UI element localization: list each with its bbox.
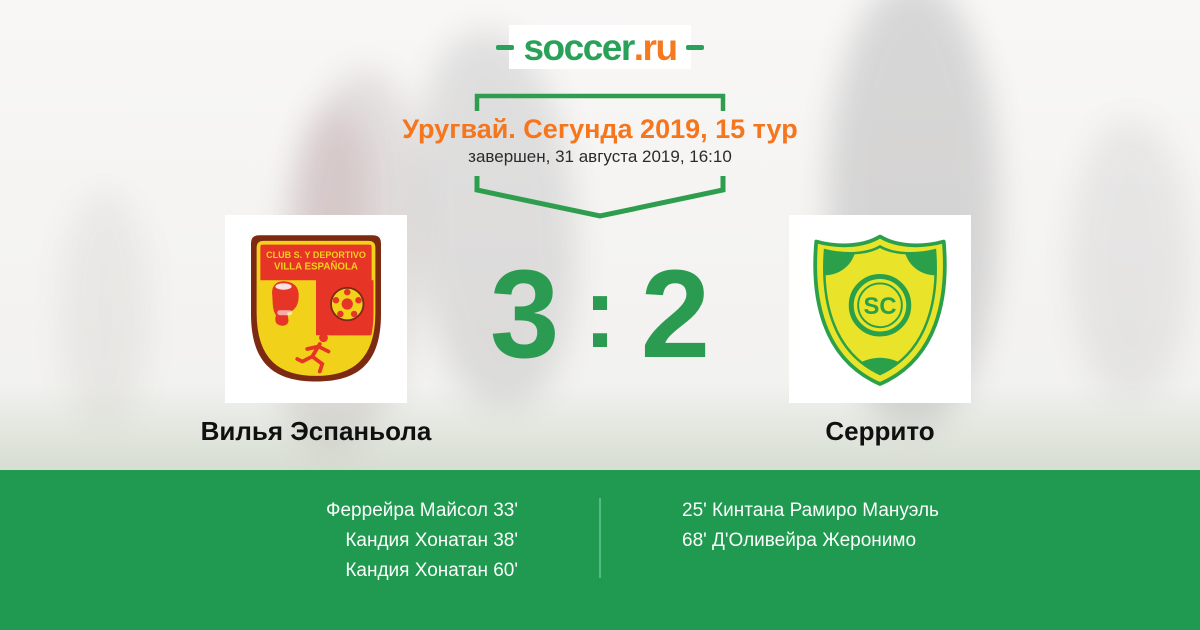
goal-event: Кандия Хонатан 60' — [345, 560, 518, 581]
goals-home-list: Феррейра Майсол 33' Кандия Хонатан 38' К… — [0, 496, 518, 586]
goals-away-list: 25' Кинтана Рамиро Мануэль 68' Д'Оливейр… — [682, 496, 1200, 586]
goal-event: Феррейра Майсол 33' — [326, 500, 518, 521]
away-team-crest: SC — [813, 234, 947, 386]
soccer-ball-icon — [330, 286, 365, 322]
site-logo-box: soccer .ru — [509, 25, 691, 69]
score-away: 2 — [640, 245, 711, 384]
events-divider-cell — [518, 496, 682, 586]
home-team-name: Вилья Эспаньола — [200, 416, 432, 446]
title-bracket-frame — [474, 93, 726, 219]
logo-dash-left-icon — [496, 44, 515, 50]
match-score: 3:2 — [0, 252, 1200, 377]
home-team-crest: CLUB S. Y DEPORTIVO VILLA ESPAÑOLA — [251, 235, 381, 382]
match-status: завершен, 31 августа 2019, 16:10 — [468, 147, 732, 166]
background-grass — [0, 385, 1200, 470]
away-team-card: SC — [789, 215, 971, 403]
monogram-rings — [848, 274, 912, 337]
home-team-card: CLUB S. Y DEPORTIVO VILLA ESPAÑOLA — [225, 215, 407, 403]
away-crest-monogram: SC — [864, 293, 897, 320]
logo-dash-right-icon — [685, 44, 704, 50]
score-separator: : — [583, 257, 617, 369]
score-home: 3 — [489, 245, 560, 384]
goal-event: Кандия Хонатан 38' — [345, 530, 518, 551]
boxing-glove-icon — [272, 281, 299, 326]
away-team-name: Серрито — [825, 416, 935, 446]
footer: Феррейра Майсол 33' Кандия Хонатан 38' К… — [0, 470, 1200, 630]
goal-events: Феррейра Майсол 33' Кандия Хонатан 38' К… — [0, 470, 1200, 586]
site-logo-tld: .ru — [633, 26, 678, 68]
home-crest-text-line2: VILLA ESPAÑOLA — [274, 262, 358, 273]
goal-event: 25' Кинтана Рамиро Мануэль — [682, 500, 939, 521]
events-divider — [599, 498, 601, 578]
background-player-ghost — [1070, 120, 1190, 400]
site-logo-name: soccer — [523, 26, 635, 68]
tournament-title: Уругвай. Сегунда 2019, 15 тур — [402, 114, 798, 144]
crest-corner-shapes — [824, 246, 936, 374]
home-crest-text-line1: CLUB S. Y DEPORTIVO — [266, 250, 366, 260]
site-logo: soccer .ru — [0, 25, 1200, 69]
goal-event: 68' Д'Оливейра Жеронимо — [682, 530, 917, 551]
runner-icon — [295, 333, 331, 374]
